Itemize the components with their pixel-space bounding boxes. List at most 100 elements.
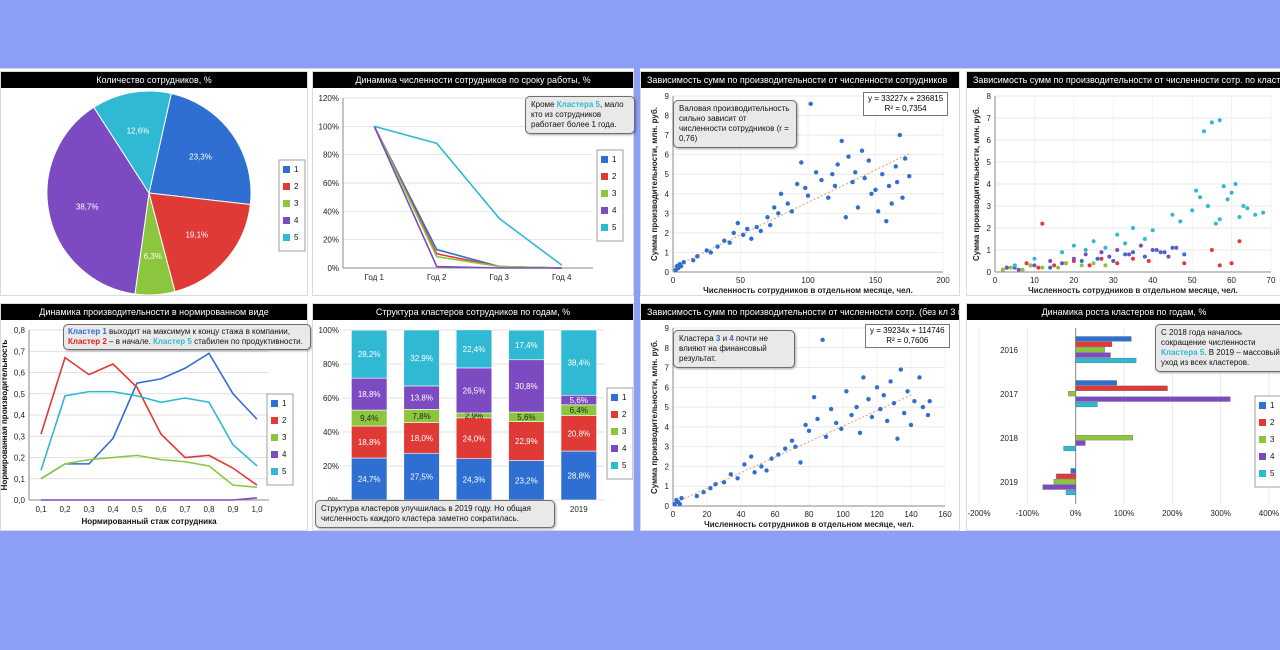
- sc3-point: [878, 406, 883, 412]
- sc3-point: [885, 418, 890, 424]
- struct-bar-label: 2,9%: [465, 411, 483, 420]
- prod-legend-swatch: [271, 417, 278, 424]
- growth-bar: [1075, 336, 1132, 342]
- sc2-point: [1060, 261, 1065, 266]
- sc1-point: [835, 162, 840, 167]
- sc2-point: [1115, 232, 1120, 237]
- tenure-line-chart: 0% 20% 40% 60% 80% 100% 120% Год 1 Год 2 Год 3 Год…: [319, 94, 624, 282]
- sc3-point: [908, 422, 914, 428]
- sc3-y-tick: 4: [665, 423, 670, 432]
- sc3-point: [823, 434, 829, 439]
- sc3-x-tick: 160: [938, 510, 952, 519]
- sc2-point: [1012, 263, 1017, 268]
- scatter1-equation-box: y = 33227x + 236815 R² = 0,7354: [863, 92, 949, 116]
- struct-bar-label: 27,5%: [410, 473, 433, 482]
- struct-y-tick: 20%: [323, 462, 339, 471]
- sc3-point: [764, 468, 769, 473]
- growth-x-tick: 200%: [1162, 509, 1182, 518]
- pie-legend-box: [278, 159, 306, 252]
- sc3-y-tick: 9: [665, 324, 670, 333]
- pie-legend-swatch: [283, 234, 290, 241]
- sc2-point: [1040, 221, 1045, 226]
- growth-legend-swatch: [1259, 453, 1266, 460]
- growth-title: Динамика роста кластеров по годам, %: [967, 304, 1280, 320]
- sc2-point: [1245, 206, 1250, 211]
- sc1-point: [873, 187, 878, 193]
- sc2-y-tick: 1: [987, 246, 992, 255]
- growth-x-tick: 0%: [1070, 509, 1082, 518]
- tenure-note: Кроме Кластера 5, мало кто из сотруднико…: [525, 96, 635, 134]
- sc2-point: [1178, 219, 1183, 224]
- sc2-point: [1225, 197, 1230, 202]
- sc2-y-tick: 8: [987, 92, 992, 101]
- sc2-point: [1217, 217, 1222, 222]
- growth-legend-label: 1: [1270, 401, 1275, 410]
- pie-title: Количество сотрудников, %: [1, 72, 307, 88]
- sc2-point: [1103, 245, 1108, 250]
- structure-stacked-bar-chart: 0%20%40%60%80%100%24,7%18,8%9,4%18,8%28,…: [319, 326, 633, 514]
- sc2-point: [1103, 263, 1108, 268]
- sc2-point: [1170, 212, 1175, 217]
- sc1-point: [754, 224, 759, 230]
- tenure-legend-swatch: [601, 190, 608, 197]
- sc1-point: [745, 226, 750, 232]
- pie-legend-label: 2: [294, 182, 299, 191]
- sc2-x-tick: 50: [1188, 276, 1197, 285]
- sc2-point: [1099, 256, 1104, 261]
- sc2-point: [1190, 208, 1195, 213]
- tenure-y-tick: 120%: [319, 94, 339, 103]
- prod-y-tick: 0,7: [14, 347, 26, 356]
- sc3-point: [849, 412, 854, 418]
- sc3-point: [798, 460, 803, 465]
- struct-bar-label: 24,3%: [463, 475, 486, 484]
- sc2-x-tick: 10: [1030, 276, 1039, 285]
- sc3-y-label: Сумма производительности, млн. руб.: [650, 340, 659, 494]
- scatter3-equation: y = 39234x + 114746: [870, 326, 945, 335]
- sc2-point: [1020, 267, 1025, 272]
- sc2-point: [1036, 265, 1041, 270]
- tenure-title: Динамика численности сотрудников по срок…: [313, 72, 633, 88]
- prod-y-tick: 0,6: [14, 369, 26, 378]
- sc3-x-tick: 60: [771, 510, 780, 519]
- tenure-legend-swatch: [601, 156, 608, 163]
- sc2-point: [1028, 263, 1033, 268]
- productivity-title: Динамика производительности в нормирован…: [1, 304, 307, 320]
- sc1-point: [778, 191, 784, 196]
- struct-legend-swatch: [611, 394, 618, 401]
- growth-x-tick: 300%: [1210, 509, 1230, 518]
- sc1-point: [880, 172, 885, 177]
- sc2-point: [1095, 256, 1100, 261]
- sc1-y-tick: 6: [665, 151, 670, 160]
- sc2-point: [1091, 261, 1096, 266]
- growth-legend-swatch: [1259, 402, 1266, 409]
- prod-note-d: – в начале.: [106, 337, 154, 346]
- sc1-point: [715, 244, 720, 249]
- sc1-point: [708, 250, 713, 255]
- sc1-point: [876, 209, 881, 214]
- struct-legend-swatch: [611, 445, 618, 452]
- sc1-y-tick: 0: [665, 268, 670, 277]
- pie-legend-swatch: [283, 217, 290, 224]
- sc2-point: [1024, 261, 1029, 266]
- sc1-y-tick: 1: [665, 248, 670, 257]
- tenure-x-tick: Год 1: [365, 273, 385, 282]
- sc3-point: [905, 389, 910, 394]
- sc2-x-tick: 60: [1227, 276, 1236, 285]
- sc1-point: [795, 181, 800, 187]
- sc1-point: [839, 138, 844, 144]
- sc1-point: [727, 240, 732, 245]
- sc2-point: [1016, 267, 1021, 272]
- sc3-point: [815, 416, 820, 422]
- sc1-x-tick: 200: [936, 276, 950, 285]
- tenure-x-tick: Год 2: [427, 273, 447, 282]
- pie-legend-label: 5: [294, 233, 299, 242]
- struct-bar-segment: [351, 377, 388, 411]
- sc3-point: [917, 375, 922, 380]
- prod-y-tick: 0,1: [14, 475, 26, 484]
- growth-bar: [1075, 396, 1231, 402]
- sc1-point: [886, 183, 892, 189]
- sc1-point: [678, 263, 684, 269]
- struct-bar-segment: [455, 329, 493, 369]
- sc3-y-tick: 6: [665, 383, 670, 392]
- growth-note-b: Кластера 5: [1161, 348, 1205, 357]
